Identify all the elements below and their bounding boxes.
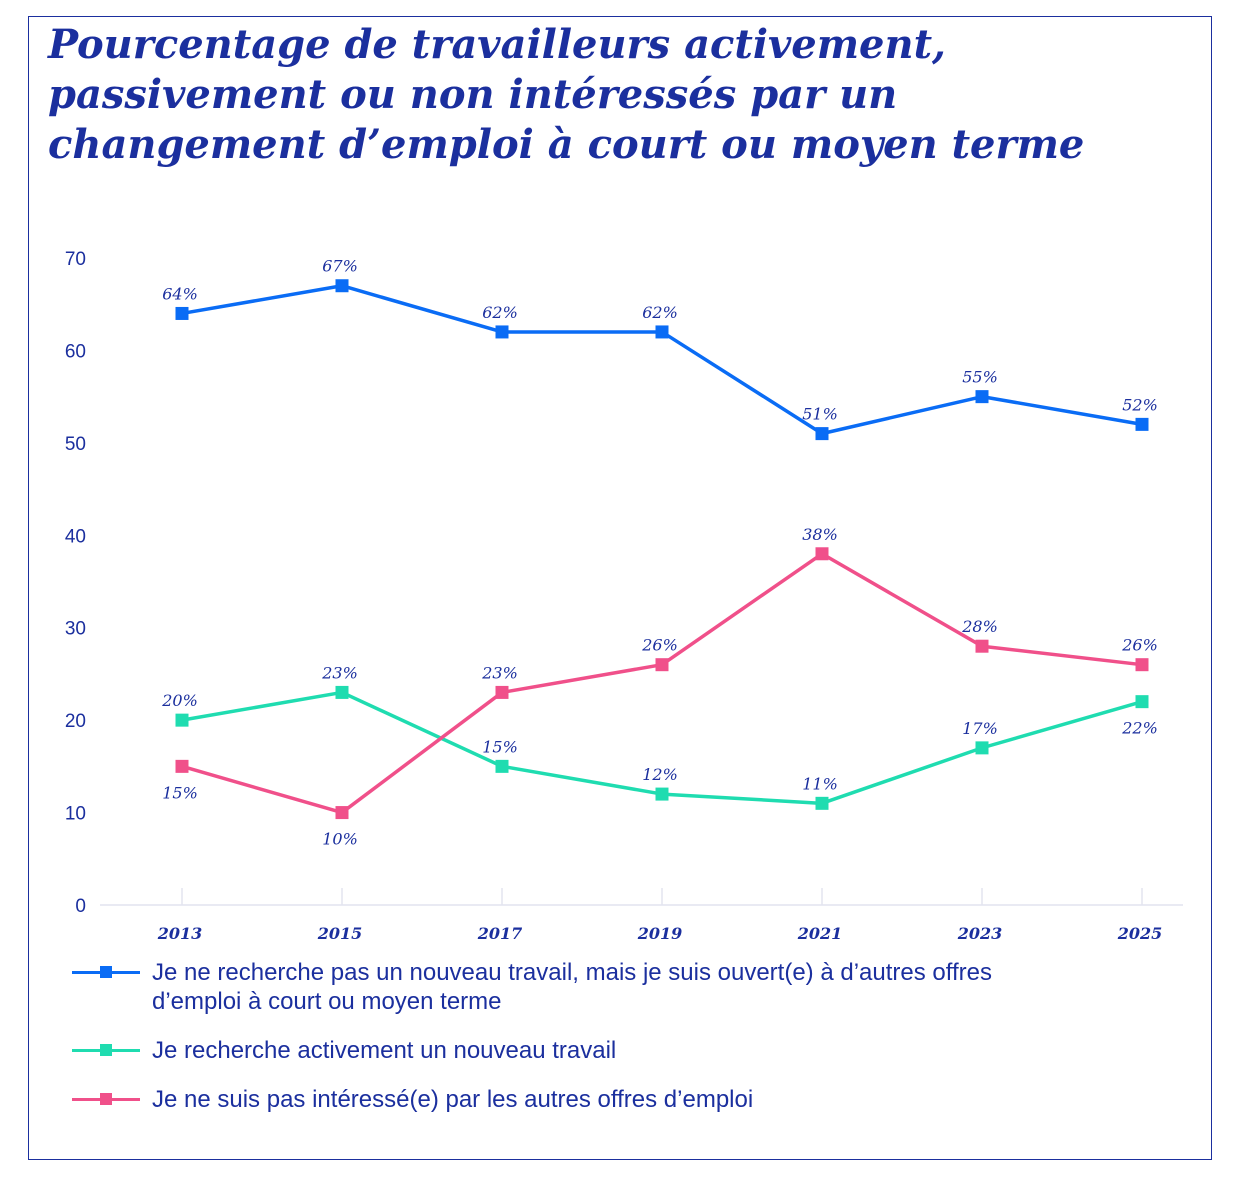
data-point <box>175 713 189 727</box>
y-tick-label: 30 <box>65 619 86 640</box>
legend-label-active: Je recherche activement un nouveau trava… <box>152 1037 617 1064</box>
legend-swatch-not-interested <box>72 1085 140 1114</box>
x-tick-label: 2015 <box>317 924 363 943</box>
data-label: 38% <box>802 525 838 544</box>
data-point <box>655 787 669 801</box>
x-tick-label: 2023 <box>957 924 1003 943</box>
data-point <box>335 685 349 699</box>
x-tick-label: 2017 <box>477 924 523 943</box>
data-label: 51% <box>802 405 838 424</box>
x-tick-label: 2013 <box>157 924 203 943</box>
series-line-1 <box>181 690 1143 806</box>
data-point <box>815 796 829 810</box>
data-point <box>175 759 189 773</box>
legend-item-not-interested: Je ne suis pas intéressé(e) par les autr… <box>72 1085 1072 1114</box>
x-tick-label: 2025 <box>1117 924 1163 943</box>
y-tick-label: 50 <box>65 434 86 455</box>
data-label: 23% <box>481 663 518 682</box>
line-chart: 0 10 20 30 40 50 60 70 2013 2015 2017 2019 2021 2023 2… <box>65 249 1183 943</box>
data-point <box>975 639 989 653</box>
legend-item-open: Je ne recherche pas un nouveau travail, … <box>72 958 1072 1016</box>
data-point <box>175 306 189 320</box>
legend-label-not-interested: Je ne suis pas intéressé(e) par les autr… <box>152 1086 754 1113</box>
x-tick-label: 2021 <box>797 924 843 943</box>
data-point <box>815 427 829 441</box>
y-tick-label: 70 <box>65 249 86 270</box>
data-label: 10% <box>322 830 358 849</box>
data-point <box>975 390 989 404</box>
data-label: 67% <box>322 257 358 276</box>
data-label: 22% <box>1121 719 1158 738</box>
y-tick-label: 40 <box>65 526 86 547</box>
data-point <box>1135 417 1149 431</box>
data-label: 12% <box>642 765 678 784</box>
data-label: 62% <box>642 303 678 322</box>
data-point <box>495 759 509 773</box>
data-point <box>975 741 989 755</box>
data-point <box>335 279 349 293</box>
data-label: 52% <box>1122 395 1158 414</box>
data-label: 64% <box>162 284 198 303</box>
y-tick-label: 60 <box>65 341 86 362</box>
data-point <box>495 685 509 699</box>
y-tick-label: 0 <box>75 896 86 917</box>
data-point <box>815 547 829 561</box>
data-point <box>655 658 669 672</box>
legend-item-active: Je recherche activement un nouveau trava… <box>72 1036 1072 1065</box>
data-label: 11% <box>802 774 838 793</box>
y-tick-label: 10 <box>65 804 86 825</box>
data-point <box>495 325 509 339</box>
data-point <box>335 806 349 820</box>
legend: Je ne recherche pas un nouveau travail, … <box>72 958 1072 1134</box>
legend-swatch-open <box>72 958 140 987</box>
data-label: 26% <box>1121 636 1158 655</box>
data-label: 20% <box>161 691 198 710</box>
data-label: 28% <box>961 617 998 636</box>
data-label: 55% <box>962 368 998 387</box>
y-tick-label: 20 <box>65 711 86 732</box>
data-label: 26% <box>641 636 678 655</box>
data-point <box>1135 658 1149 672</box>
data-point <box>1135 695 1149 709</box>
legend-swatch-active <box>72 1036 140 1065</box>
data-point <box>655 325 669 339</box>
data-label: 17% <box>962 719 998 738</box>
data-label: 15% <box>162 783 198 802</box>
data-label: 62% <box>482 303 518 322</box>
data-label: 15% <box>482 737 518 756</box>
x-tick-label: 2019 <box>637 924 683 943</box>
legend-label-open: Je ne recherche pas un nouveau travail, … <box>152 959 992 1015</box>
chart-title: Pourcentage de travailleurs activement, … <box>48 21 1085 168</box>
data-label: 23% <box>321 663 358 682</box>
chart-frame <box>28 16 1212 1160</box>
